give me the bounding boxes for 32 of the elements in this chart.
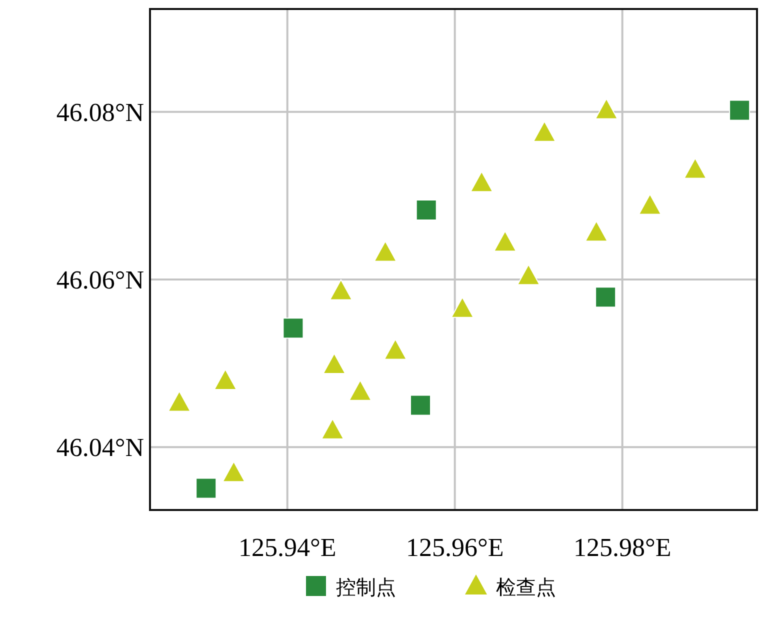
point bbox=[684, 158, 707, 179]
point bbox=[196, 478, 217, 499]
y-tick-label: 46.08°N bbox=[56, 98, 144, 128]
legend-label: 检查点 bbox=[496, 575, 556, 599]
point bbox=[384, 338, 407, 360]
point bbox=[532, 120, 556, 142]
x-tick-label: 125.96°E bbox=[406, 533, 504, 562]
point bbox=[410, 394, 431, 416]
y-tick-label: 46.06°N bbox=[56, 266, 144, 295]
point bbox=[322, 353, 346, 374]
point bbox=[494, 230, 517, 252]
point bbox=[348, 380, 372, 401]
y-tick-label: 46.04°N bbox=[56, 433, 144, 462]
point bbox=[222, 461, 246, 482]
point bbox=[729, 100, 750, 121]
point bbox=[416, 199, 437, 220]
legend-label: 控制点 bbox=[336, 575, 396, 599]
point bbox=[594, 98, 618, 120]
point bbox=[168, 390, 191, 412]
point bbox=[282, 318, 304, 339]
point bbox=[214, 368, 237, 390]
point bbox=[517, 264, 540, 286]
point bbox=[470, 171, 494, 192]
point bbox=[374, 240, 397, 262]
point bbox=[329, 279, 352, 300]
point bbox=[321, 418, 344, 440]
point bbox=[638, 194, 662, 215]
x-tick-label: 125.98°E bbox=[573, 533, 672, 562]
point bbox=[595, 286, 616, 308]
x-tick-label: 125.94°E bbox=[238, 533, 336, 562]
point bbox=[584, 220, 608, 242]
point bbox=[450, 296, 474, 318]
